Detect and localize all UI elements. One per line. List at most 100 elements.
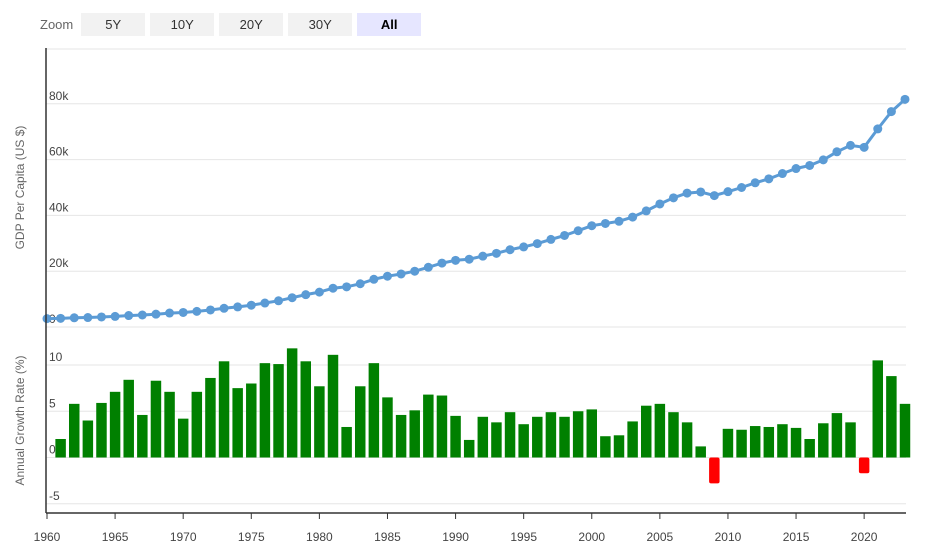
gdp-point[interactable] [246,300,256,310]
gdp-point[interactable] [328,283,338,293]
gdp-point[interactable] [750,178,760,188]
gdp-point[interactable] [519,242,529,252]
gdp-point[interactable] [737,183,747,192]
gdp-point[interactable] [668,193,678,203]
gdp-point[interactable] [873,124,883,134]
growth-bar[interactable] [572,411,584,458]
gdp-point[interactable] [709,191,719,201]
gdp-point[interactable] [260,298,270,308]
growth-bar[interactable] [600,436,611,458]
growth-bar[interactable] [681,422,693,458]
growth-bar[interactable] [164,391,175,458]
zoom-30y-button[interactable]: 30Y [288,13,353,36]
growth-bar[interactable] [654,403,666,458]
growth-bar[interactable] [477,416,489,458]
gdp-point[interactable] [723,187,733,197]
growth-bar[interactable] [668,412,679,458]
growth-bar[interactable] [886,376,897,458]
gdp-point[interactable] [628,212,638,222]
growth-bar[interactable] [259,363,271,458]
growth-bar[interactable] [804,439,815,458]
gdp-point[interactable] [151,309,161,319]
gdp-point[interactable] [859,142,869,152]
growth-bar[interactable] [123,379,134,458]
gdp-point[interactable] [818,155,828,165]
growth-bar[interactable] [286,348,298,458]
gdp-point[interactable] [396,269,406,279]
gdp-point[interactable] [655,199,665,209]
gdp-point[interactable] [205,305,215,315]
gdp-point[interactable] [69,313,79,323]
zoom-20y-button[interactable]: 20Y [219,13,284,36]
growth-bar[interactable] [300,361,312,458]
gdp-point[interactable] [355,279,365,289]
gdp-point[interactable] [777,169,787,179]
gdp-point[interactable] [614,216,624,226]
zoom-10y-button[interactable]: 10Y [150,13,215,36]
growth-bar[interactable] [831,413,843,458]
growth-bar[interactable] [463,439,475,458]
gdp-point[interactable] [805,160,815,170]
growth-bar[interactable] [586,409,598,458]
growth-bar[interactable] [137,414,148,458]
growth-bar[interactable] [423,394,434,458]
growth-bar[interactable] [82,420,94,458]
gdp-point[interactable] [42,314,52,324]
growth-bar[interactable] [845,422,856,458]
gdp-point[interactable] [274,296,284,306]
gdp-point[interactable] [546,234,556,244]
gdp-point[interactable] [560,230,570,240]
growth-bar[interactable] [150,380,162,458]
growth-bar[interactable] [559,416,570,458]
gdp-point[interactable] [478,251,488,261]
growth-bar[interactable] [327,354,339,458]
gdp-point[interactable] [233,302,243,312]
gdp-point[interactable] [641,206,651,216]
growth-bar[interactable] [218,361,230,458]
growth-bar[interactable] [532,416,543,458]
gdp-point[interactable] [83,313,93,323]
gdp-point[interactable] [96,312,106,322]
gdp-point[interactable] [505,245,515,255]
growth-bar[interactable] [545,412,557,458]
growth-bar[interactable] [899,403,911,458]
gdp-point[interactable] [832,147,842,157]
gdp-point[interactable] [192,306,202,316]
gdp-point[interactable] [178,307,188,317]
gdp-point[interactable] [287,293,297,303]
gdp-point[interactable] [846,140,856,150]
growth-bar[interactable] [613,435,625,458]
gdp-point[interactable] [369,274,379,284]
growth-bar[interactable] [722,428,734,458]
gdp-point[interactable] [423,262,433,272]
growth-bar[interactable] [55,439,66,458]
growth-bar[interactable] [395,414,407,458]
gdp-point[interactable] [682,188,692,198]
gdp-point[interactable] [451,255,461,265]
gdp-point[interactable] [301,290,311,300]
growth-bar[interactable] [436,395,448,458]
growth-bar[interactable] [314,386,325,458]
gdp-point[interactable] [764,174,774,184]
growth-bar[interactable] [858,457,870,474]
growth-bar[interactable] [872,360,884,458]
growth-bar[interactable] [205,377,216,458]
growth-bar[interactable] [749,426,761,458]
growth-bar[interactable] [709,457,720,484]
gdp-point[interactable] [219,303,229,313]
growth-bar[interactable] [518,424,529,458]
growth-bar[interactable] [191,391,203,458]
growth-bar[interactable] [450,415,461,458]
growth-bar[interactable] [409,410,420,458]
growth-bar[interactable] [504,412,516,458]
gdp-point[interactable] [791,164,801,174]
gdp-point[interactable] [314,287,324,297]
gdp-point[interactable] [110,311,120,321]
growth-bar[interactable] [790,427,802,458]
growth-bar[interactable] [777,424,788,458]
growth-bar[interactable] [341,426,352,458]
gdp-point[interactable] [56,313,66,323]
growth-bar[interactable] [109,391,121,458]
growth-bar[interactable] [273,364,284,458]
growth-bar[interactable] [382,397,393,458]
